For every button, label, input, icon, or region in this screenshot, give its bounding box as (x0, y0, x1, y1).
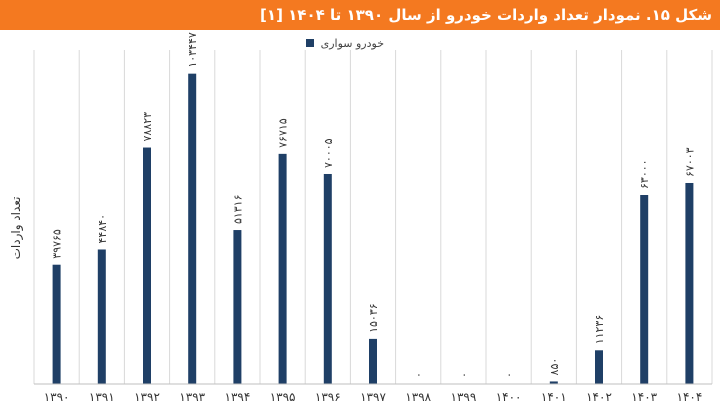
x-tick-label: ۱۳۹۲ (134, 390, 160, 404)
bar (640, 195, 649, 384)
x-tick-labels: ۱۳۹۰ ۱۳۹۱ ۱۳۹۲ ۱۳۹۳ ۱۳۹۴ ۱۳۹۵ ۱۳۹۶ ۱۳۹۷ ۱۳۹۸ ۱۳۹۹… (44, 390, 703, 404)
bar (233, 230, 242, 384)
data-labels: ۳۹۷۶۵ ۴۴۸۴۰ ۷۸۸۲۳ ۱۰۳۴۴۷ ۵۱۳۱۶ ۷۶۷۱۵ ۷۰۰۰۵ ۱۵۰۳… (51, 32, 697, 378)
data-label: ۵۱۳۱۶ (231, 195, 244, 225)
chart-title: شکل ۱۵. نمودار تعداد واردات خودرو از سال… (0, 0, 720, 30)
legend-label: خودرو سواری (321, 37, 384, 50)
x-tick-label: ۱۳۹۰ (44, 390, 70, 404)
data-label: ۸۵۰ (548, 358, 561, 376)
data-label: ۷۶۷۱۵ (277, 118, 290, 148)
x-tick-label: ۱۳۹۹ (451, 390, 477, 404)
x-tick-label: ۱۳۹۳ (179, 390, 205, 404)
bar (323, 173, 332, 384)
x-tick-label: ۱۴۰۴ (677, 390, 703, 404)
x-tick-label: ۱۴۰۱ (541, 390, 567, 404)
x-tick-label: ۱۴۰۲ (586, 390, 612, 404)
data-label: ۷۸۸۲۳ (141, 112, 154, 142)
legend-swatch (306, 39, 314, 47)
data-label: ۰ (503, 372, 516, 378)
bar (143, 147, 151, 384)
bar (549, 381, 558, 384)
data-label: ۱۰۳۴۴۷ (186, 32, 199, 68)
x-tick-label: ۱۳۹۱ (89, 390, 115, 404)
x-tick-label: ۱۳۹۸ (405, 390, 431, 404)
bar (595, 350, 603, 384)
bar (97, 249, 106, 384)
x-tick-label: ۱۳۹۴ (225, 390, 251, 404)
x-tick-label: ۱۴۰۰ (496, 390, 522, 404)
data-label: ۶۷۰۰۳ (683, 147, 696, 177)
bar (188, 73, 197, 384)
data-label: ۶۳۰۰۰ (638, 159, 651, 189)
y-axis-title: تعداد واردات (9, 197, 24, 260)
data-label: ۱۵۰۳۶ (367, 303, 380, 333)
bar (369, 338, 377, 384)
x-tick-label: ۱۳۹۷ (360, 390, 386, 404)
data-label: ۰ (457, 372, 470, 378)
grid-lines (33, 50, 713, 384)
bar (278, 153, 287, 384)
bars (52, 73, 694, 384)
x-tick-label: ۱۳۹۶ (315, 390, 341, 404)
bar (52, 264, 61, 384)
legend: خودرو سواری (306, 37, 384, 50)
x-tick-label: ۱۴۰۳ (631, 390, 657, 404)
bar (685, 182, 694, 384)
data-label: ۱۱۲۳۶ (593, 315, 606, 345)
data-label: ۷۰۰۰۵ (322, 138, 335, 168)
data-label: ۳۹۷۶۵ (51, 229, 64, 259)
data-label: ۴۴۸۴۰ (96, 214, 109, 244)
data-label: ۰ (412, 372, 425, 378)
x-tick-label: ۱۳۹۵ (270, 390, 296, 404)
